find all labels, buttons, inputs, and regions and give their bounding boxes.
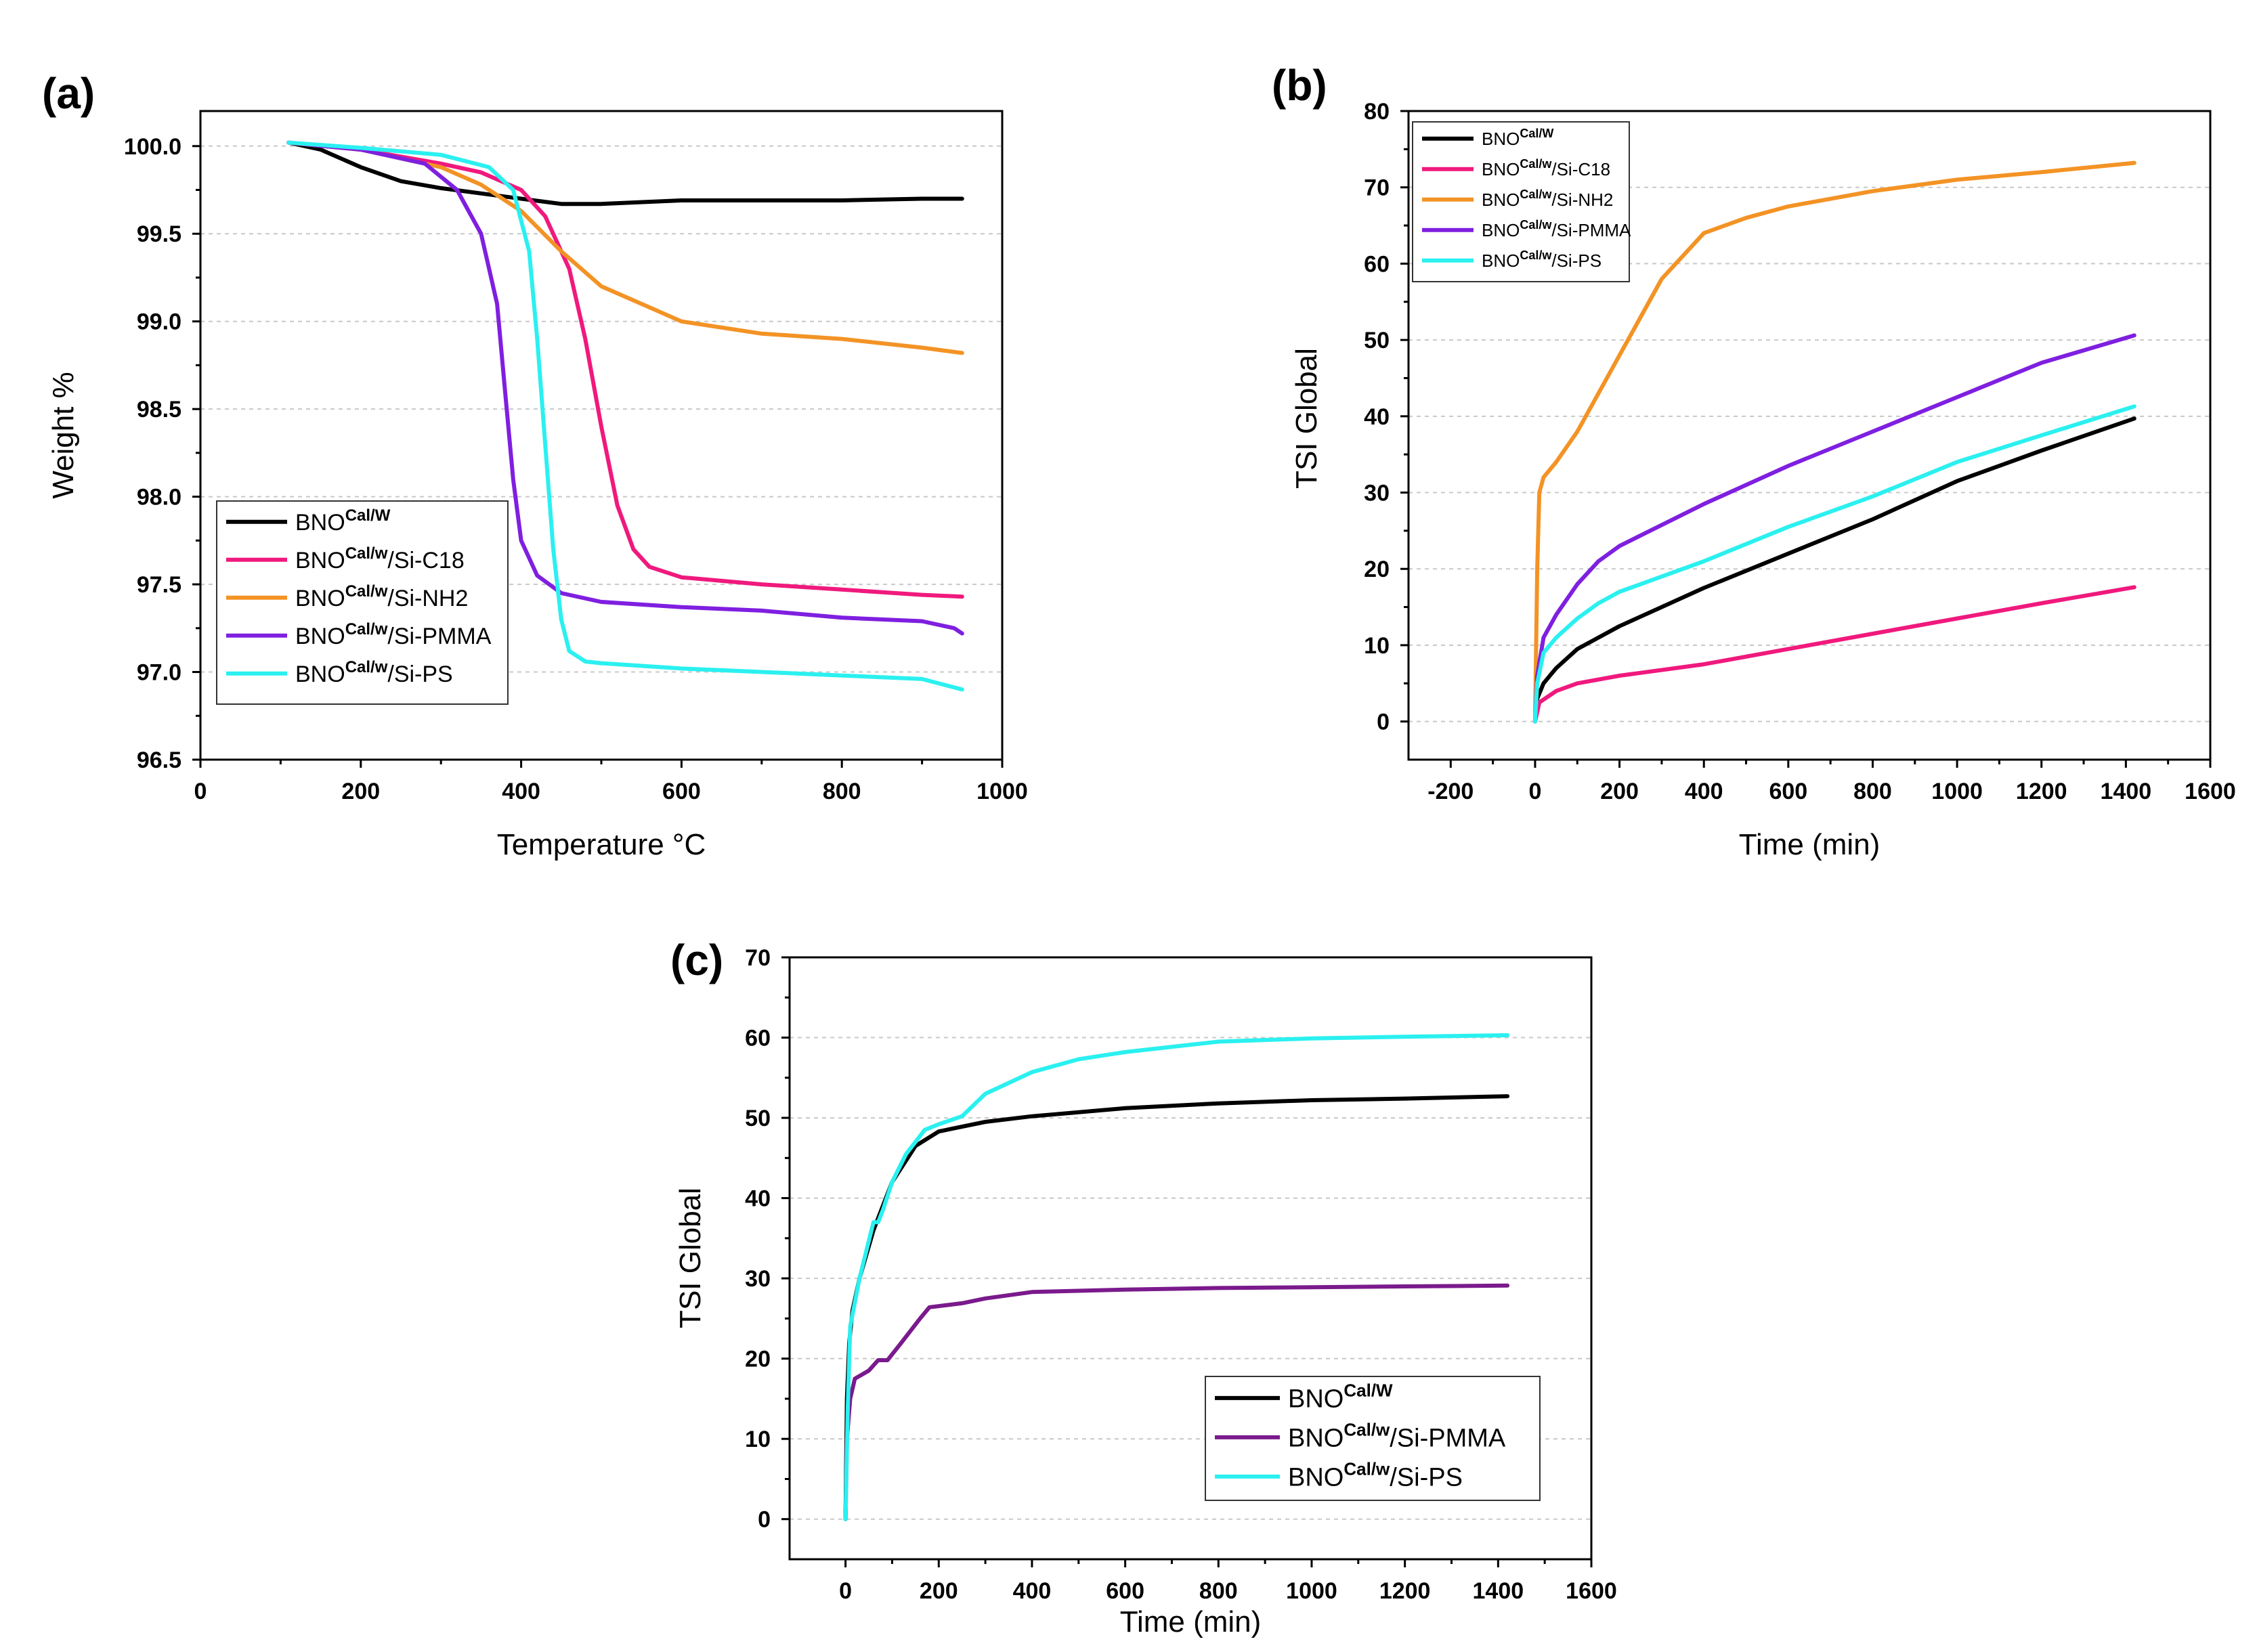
legend-entry: BNOCal/W bbox=[295, 506, 391, 536]
series-line-bno-si-pmma bbox=[286, 140, 964, 636]
y-tick-label: 30 bbox=[745, 1266, 771, 1292]
y-tick-label: 70 bbox=[1364, 175, 1390, 201]
legend-entry: BNOCal/w/Si-C18 bbox=[295, 544, 465, 573]
y-tick-label: 20 bbox=[1364, 557, 1390, 582]
legend-entry: BNOCal/w/Si-NH2 bbox=[1482, 188, 1613, 210]
y-tick-label: 0 bbox=[758, 1507, 771, 1533]
series-line-bno-si-ps bbox=[286, 140, 964, 692]
x-tick-label: 800 bbox=[823, 779, 861, 804]
series-line-bno-si-ps bbox=[1532, 404, 2136, 724]
y-tick-label: 80 bbox=[1364, 99, 1390, 125]
x-tick-label: 200 bbox=[920, 1578, 958, 1604]
x-tick-label: 400 bbox=[1685, 779, 1723, 804]
legend-box bbox=[216, 500, 509, 705]
plot-frame bbox=[1407, 110, 2212, 761]
x-tick-label: 600 bbox=[662, 779, 701, 804]
plot-frame bbox=[788, 956, 1593, 1561]
legend-entry: BNOCal/w/Si-PS bbox=[295, 658, 453, 687]
y-tick-label: 40 bbox=[1364, 404, 1390, 430]
legend-entry: BNOCal/w/Si-NH2 bbox=[295, 582, 468, 611]
legend-entry: BNOCal/w/Si-PS bbox=[1482, 248, 1602, 271]
legend: BNOCal/W BNOCal/w/Si-C18 BNOCal/w/Si-NH2 BN… bbox=[216, 500, 509, 705]
x-axis-title: Time (min) bbox=[1120, 1605, 1262, 1638]
series-line-bno-si-pmma bbox=[843, 1283, 1510, 1521]
x-tick-label: 0 bbox=[194, 779, 207, 804]
series-line-bno-si-ps bbox=[843, 1033, 1510, 1521]
x-tick-label: 1200 bbox=[2016, 779, 2067, 804]
x-tick-label: 1000 bbox=[976, 779, 1028, 804]
legend-entry: BNOCal/w/Si-PMMA bbox=[1482, 218, 1631, 240]
y-tick-label: 70 bbox=[745, 945, 771, 971]
panel-a: (a) 96.5 97.0 97.5 98.0 98.5 99.0 99.5 100.0 0 200… bbox=[42, 69, 1028, 861]
series-line-bno-si-nh2 bbox=[1532, 160, 2136, 724]
y-tick-label: 30 bbox=[1364, 481, 1390, 506]
series-line-bno bbox=[286, 140, 964, 206]
y-tick-label: 20 bbox=[745, 1347, 771, 1372]
legend-entry: BNOCal/W bbox=[1288, 1381, 1393, 1414]
series-line-bno-si-pmma bbox=[1532, 333, 2136, 724]
y-tick-label: 98.5 bbox=[137, 397, 181, 422]
plot-frame bbox=[199, 110, 1004, 761]
x-tick-label: 1200 bbox=[1379, 1578, 1431, 1604]
y-tick-label: 0 bbox=[1377, 710, 1390, 735]
legend: BNOCal/W BNOCal/w/Si-C18 BNOCal/w/Si-NH2 BN… bbox=[1412, 121, 1631, 282]
y-axis-title: TSI Global bbox=[674, 1188, 707, 1328]
x-tick-label: 0 bbox=[839, 1578, 852, 1604]
legend: BNOCal/W BNOCal/w/Si-PMMA BNOCal/w/Si-PS bbox=[1205, 1376, 1541, 1501]
x-tick-label: 600 bbox=[1769, 779, 1807, 804]
x-tick-label: 400 bbox=[1013, 1578, 1052, 1604]
x-tick-label: -200 bbox=[1427, 779, 1474, 804]
legend-entry: BNOCal/w/Si-PS bbox=[1288, 1459, 1463, 1492]
panel-label: (a) bbox=[42, 69, 95, 118]
x-tick-label: 200 bbox=[341, 779, 380, 804]
y-tick-label: 99.0 bbox=[137, 309, 181, 335]
y-tick-label: 97.5 bbox=[137, 572, 181, 598]
legend-box bbox=[1412, 121, 1630, 282]
x-tick-label: 600 bbox=[1106, 1578, 1144, 1604]
panel-label: (b) bbox=[1272, 61, 1327, 110]
panel-label: (c) bbox=[670, 936, 723, 984]
series-line-bno-si-c18 bbox=[286, 140, 964, 599]
y-tick-label: 40 bbox=[745, 1186, 771, 1212]
x-tick-label: 1600 bbox=[1566, 1578, 1617, 1604]
y-tick-label: 60 bbox=[745, 1026, 771, 1051]
x-tick-label: 0 bbox=[1528, 779, 1541, 804]
y-tick-label: 98.0 bbox=[137, 485, 181, 510]
y-tick-label: 97.0 bbox=[137, 660, 181, 686]
series-line-bno-si-nh2 bbox=[286, 140, 964, 355]
legend-entry: BNOCal/w/Si-PMMA bbox=[295, 620, 492, 649]
y-tick-label: 50 bbox=[1364, 328, 1390, 353]
x-tick-label: 1000 bbox=[1286, 1578, 1337, 1604]
x-tick-label: 1400 bbox=[1473, 1578, 1524, 1604]
x-tick-label: 1600 bbox=[2185, 779, 2236, 804]
y-axis-title: Weight % bbox=[47, 372, 80, 499]
y-tick-label: 100.0 bbox=[124, 134, 181, 160]
series-line-bno bbox=[1532, 416, 2136, 724]
series-line-bno-si-c18 bbox=[1532, 585, 2136, 724]
y-tick-label: 96.5 bbox=[137, 747, 181, 773]
panel-b: (b) 0 10 20 30 40 50 60 70 80 -200 0 200 400 600 800 100… bbox=[1272, 61, 2236, 861]
x-axis-title: Time (min) bbox=[1739, 828, 1880, 861]
panel-c: (c) 0 10 20 30 40 50 60 70 0 200 400 600 800 1000 1200 1… bbox=[670, 936, 1617, 1638]
y-tick-label: 10 bbox=[1364, 633, 1390, 659]
y-tick-label: 50 bbox=[745, 1106, 771, 1131]
x-tick-label: 1000 bbox=[1931, 779, 1983, 804]
x-tick-label: 800 bbox=[1199, 1578, 1238, 1604]
x-tick-label: 400 bbox=[502, 779, 540, 804]
legend-entry: BNOCal/w/Si-PMMA bbox=[1288, 1420, 1506, 1453]
legend-entry: BNOCal/W bbox=[1482, 127, 1553, 149]
legend-entry: BNOCal/w/Si-C18 bbox=[1482, 157, 1610, 179]
y-tick-label: 99.5 bbox=[137, 221, 181, 247]
y-tick-label: 10 bbox=[745, 1427, 771, 1452]
y-axis-title: TSI Global bbox=[1290, 348, 1323, 489]
x-tick-label: 200 bbox=[1600, 779, 1639, 804]
x-tick-label: 800 bbox=[1853, 779, 1892, 804]
x-axis-title: Temperature °C bbox=[497, 828, 706, 861]
x-tick-label: 1400 bbox=[2101, 779, 2152, 804]
y-tick-label: 60 bbox=[1364, 251, 1390, 277]
